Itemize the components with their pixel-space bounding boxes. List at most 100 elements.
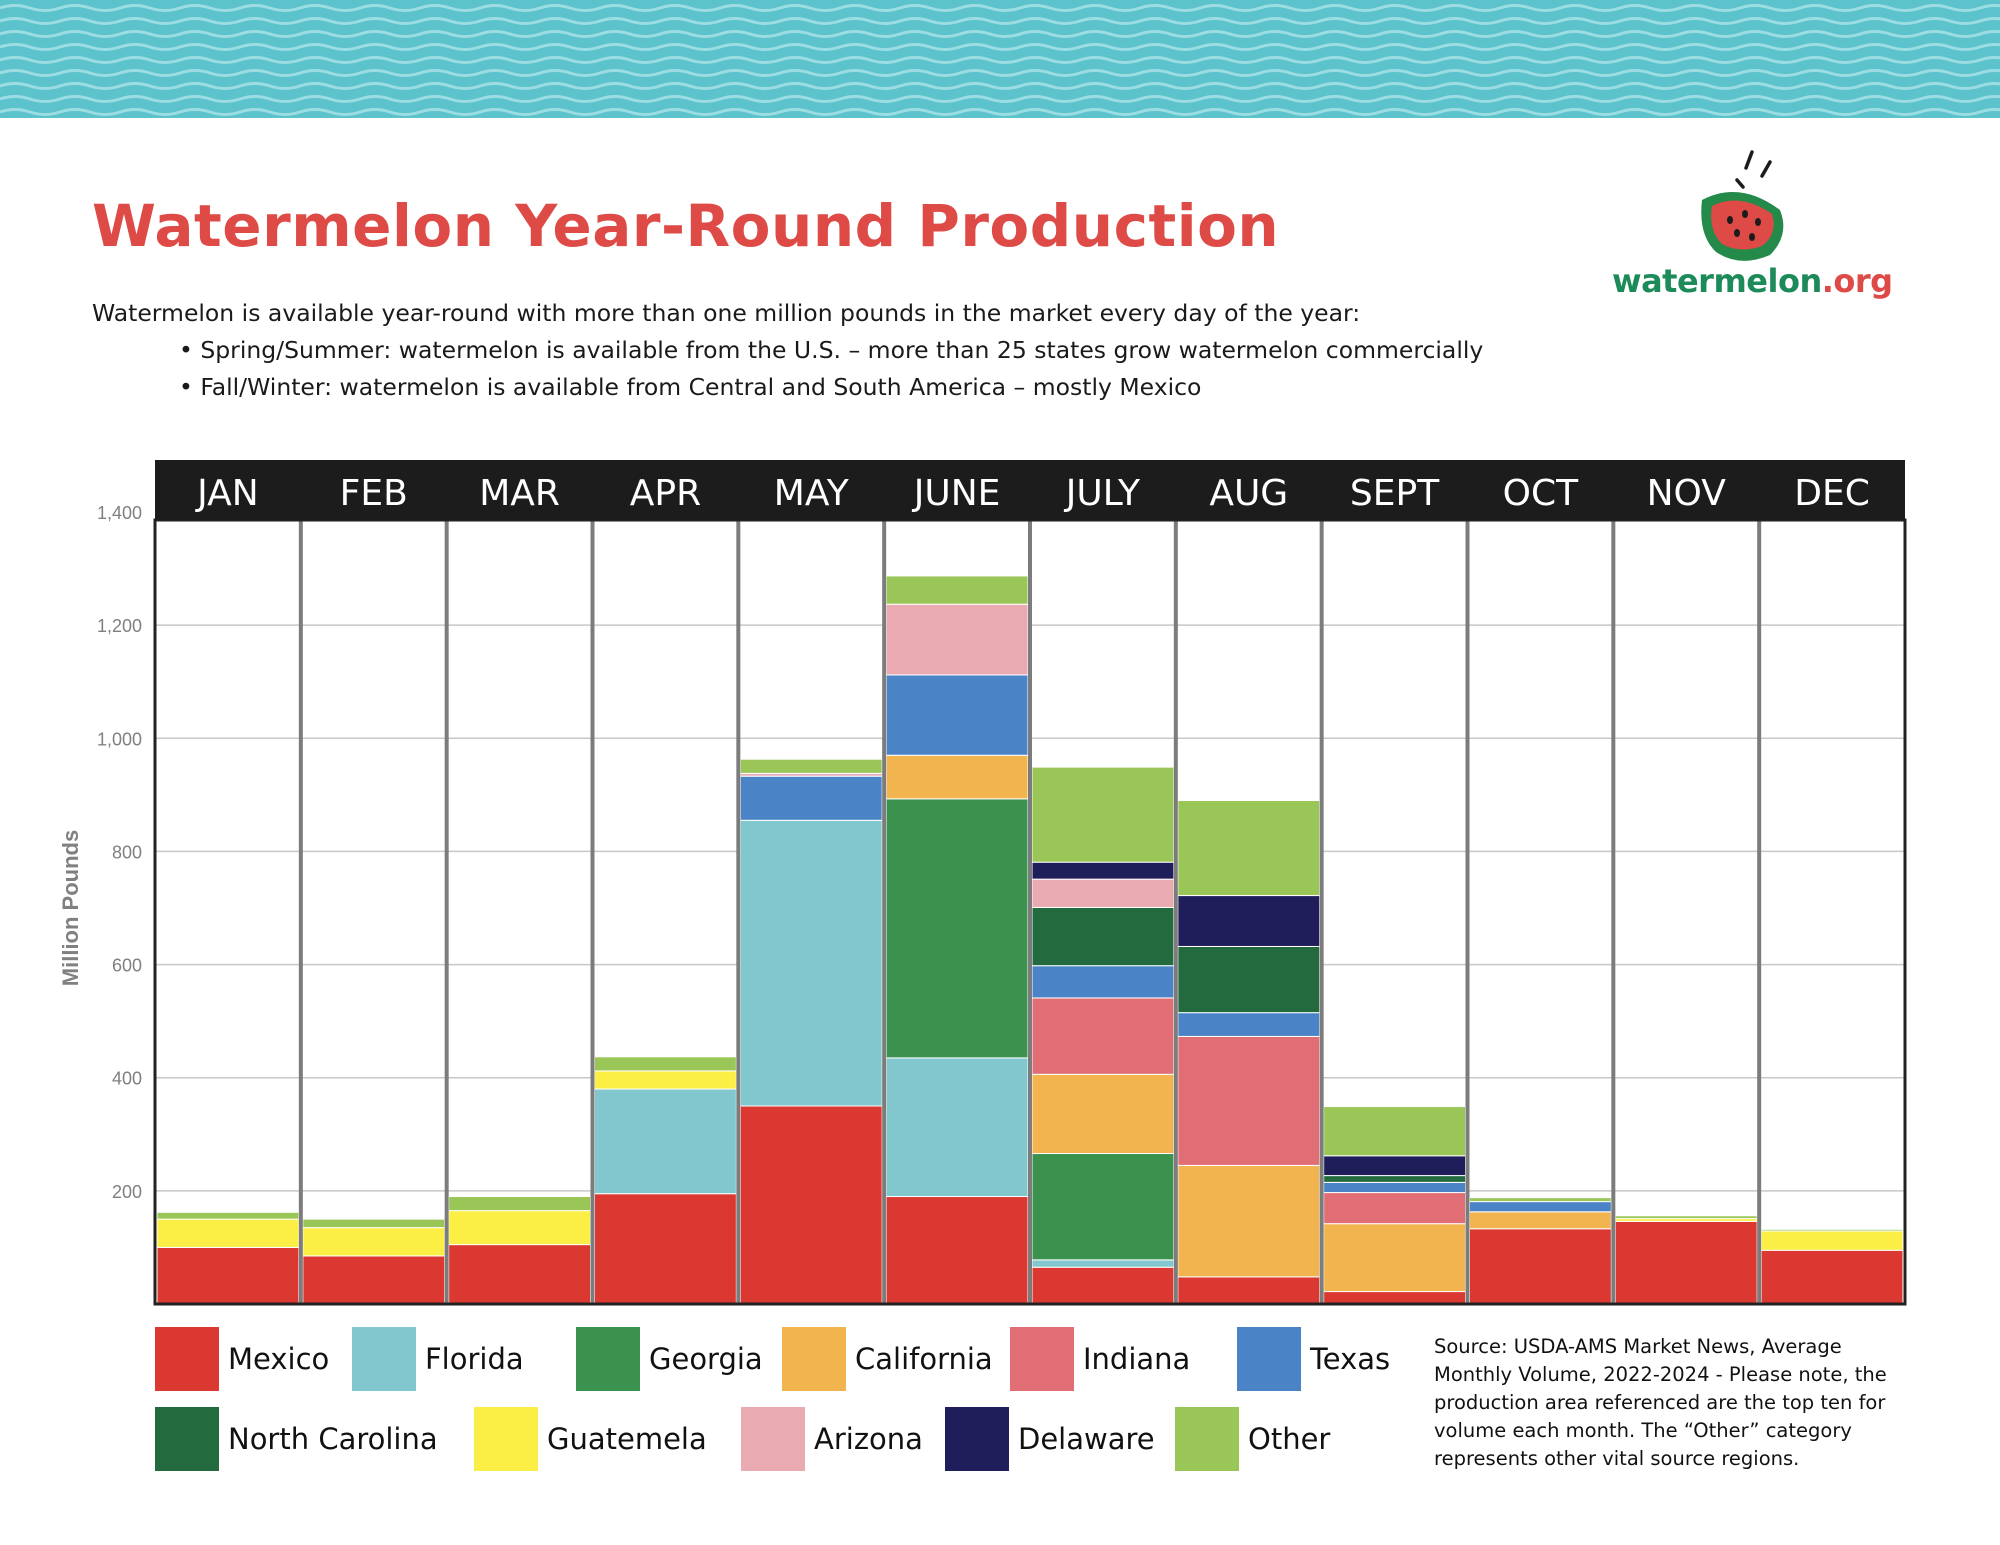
legend-item-georgia: Georgia — [576, 1327, 763, 1391]
bar-segment-july-georgia — [1031, 1153, 1175, 1261]
bar-segment-aug-california — [1177, 1164, 1321, 1278]
month-label-june: JUNE — [912, 473, 1001, 514]
y-tick-label: 400 — [112, 1069, 142, 1089]
wave-line — [0, 4, 2000, 12]
intro-text: Watermelon is available year-round with … — [92, 295, 1483, 406]
logo-name: watermelon — [1612, 262, 1822, 300]
wave-line — [0, 82, 2000, 90]
bar-segment-aug-indiana — [1177, 1035, 1321, 1166]
bar-segment-july-texas — [1031, 965, 1175, 999]
y-tick-label: 600 — [112, 956, 142, 976]
month-label-jan: JAN — [195, 473, 259, 514]
logo-wordmark: watermelon.org — [1612, 262, 1893, 300]
bar-segment-sept-north-carolina — [1323, 1175, 1466, 1183]
legend-item-california: California — [782, 1327, 993, 1391]
bar-segment-feb-other — [302, 1218, 446, 1229]
bar-segment-july-mexico — [1031, 1266, 1175, 1305]
bar-segment-oct-california — [1469, 1211, 1612, 1230]
month-label-apr: APR — [630, 473, 701, 514]
legend-swatch — [576, 1327, 640, 1391]
bar-segment-july-arizona — [1031, 878, 1175, 908]
bar-segment-feb-guatemela — [302, 1227, 446, 1257]
wave-line — [0, 30, 2000, 38]
bullet-fall-winter: Fall/Winter: watermelon is available fro… — [179, 369, 1483, 406]
legend-swatch — [155, 1327, 219, 1391]
month-label-sept: SEPT — [1350, 473, 1440, 514]
bar-segment-july-florida — [1031, 1259, 1175, 1268]
bar-segment-june-georgia — [885, 798, 1029, 1059]
month-label-mar: MAR — [479, 473, 560, 514]
bullet-list: Spring/Summer: watermelon is available f… — [92, 332, 1483, 406]
bar-segment-sept-texas — [1323, 1181, 1466, 1194]
wave-line — [0, 43, 2000, 51]
bar-segment-june-other — [885, 575, 1029, 605]
legend-item-guatemela: Guatemela — [474, 1407, 707, 1471]
bullet-spring-summer: Spring/Summer: watermelon is available f… — [179, 332, 1483, 369]
source-note: Source: USDA-AMS Market News, Average Mo… — [1434, 1335, 1887, 1470]
page-title: Watermelon Year-Round Production — [92, 192, 1280, 260]
bar-segment-feb-mexico — [302, 1255, 446, 1305]
legend-item-arizona: Arizona — [741, 1407, 923, 1471]
legend-label: Florida — [425, 1342, 524, 1376]
bar-segment-aug-other — [1177, 800, 1321, 897]
banner-background — [0, 0, 2000, 118]
bar-segment-july-delaware — [1031, 861, 1175, 880]
bar-segment-may-mexico — [739, 1105, 883, 1305]
legend-swatch — [474, 1407, 538, 1471]
wave-line — [0, 108, 2000, 116]
month-label-nov: NOV — [1647, 473, 1727, 514]
bar-segment-apr-mexico — [594, 1193, 737, 1305]
y-tick-label: 800 — [112, 842, 142, 862]
legend-label: Arizona — [814, 1422, 923, 1456]
month-label-feb: FEB — [340, 473, 408, 514]
legend-swatch — [352, 1327, 416, 1391]
bar-segment-jan-mexico — [156, 1246, 300, 1305]
wave-banner — [0, 0, 2000, 118]
bar-segment-mar-mexico — [448, 1244, 591, 1305]
bar-segment-june-arizona — [885, 603, 1029, 676]
bar-segment-nov-other — [1614, 1215, 1758, 1220]
legend-item-texas: Texas — [1237, 1327, 1390, 1391]
bar-segment-june-florida — [885, 1057, 1029, 1198]
legend-item-indiana: Indiana — [1010, 1327, 1190, 1391]
legend-label: Guatemela — [547, 1422, 707, 1456]
bar-segment-sept-california — [1323, 1223, 1466, 1293]
legend-item-mexico: Mexico — [155, 1327, 329, 1391]
wave-line — [0, 95, 2000, 103]
bar-segment-may-florida — [739, 819, 883, 1107]
bar-segment-apr-other — [594, 1056, 737, 1072]
y-axis-label: Million Pounds — [58, 830, 83, 986]
bar-segment-june-california — [885, 754, 1029, 800]
bar-segment-sept-indiana — [1323, 1192, 1466, 1225]
bar-segment-july-north-carolina — [1031, 906, 1175, 967]
legend-swatch — [782, 1327, 846, 1391]
legend-item-delaware: Delaware — [945, 1407, 1155, 1471]
logo-tld: .org — [1821, 262, 1893, 300]
legend-label: Texas — [1310, 1342, 1391, 1376]
y-tick-label: 1,400 — [97, 503, 142, 523]
y-tick-label: 200 — [112, 1182, 142, 1202]
bar-segment-jan-guatemela — [156, 1218, 300, 1248]
month-label-oct: OCT — [1503, 473, 1579, 514]
bar-segment-dec-other — [1760, 1228, 1904, 1232]
bar-segment-sept-other — [1323, 1106, 1466, 1157]
legend-label: Mexico — [228, 1342, 330, 1376]
bar-segment-june-texas — [885, 674, 1029, 756]
y-tick-label: 1,000 — [97, 729, 142, 749]
legend-label: North Carolina — [228, 1422, 438, 1456]
bar-segment-aug-mexico — [1177, 1276, 1321, 1305]
bar-segment-june-mexico — [885, 1196, 1029, 1305]
month-header-bar — [155, 460, 1905, 520]
legend-label: Indiana — [1083, 1342, 1191, 1376]
bar-segment-july-indiana — [1031, 997, 1175, 1075]
bar-segment-jan-other — [156, 1211, 300, 1220]
bar-segment-july-other — [1031, 766, 1175, 863]
bar-segment-oct-mexico — [1469, 1228, 1612, 1305]
legend-label: Delaware — [1018, 1422, 1155, 1456]
bar-segment-oct-texas — [1469, 1201, 1612, 1213]
legend-label: Georgia — [649, 1342, 763, 1376]
bar-segment-dec-guatemela — [1760, 1230, 1904, 1251]
wave-line — [0, 69, 2000, 77]
bar-segment-mar-guatemela — [448, 1210, 591, 1246]
bar-segment-sept-delaware — [1323, 1155, 1466, 1177]
